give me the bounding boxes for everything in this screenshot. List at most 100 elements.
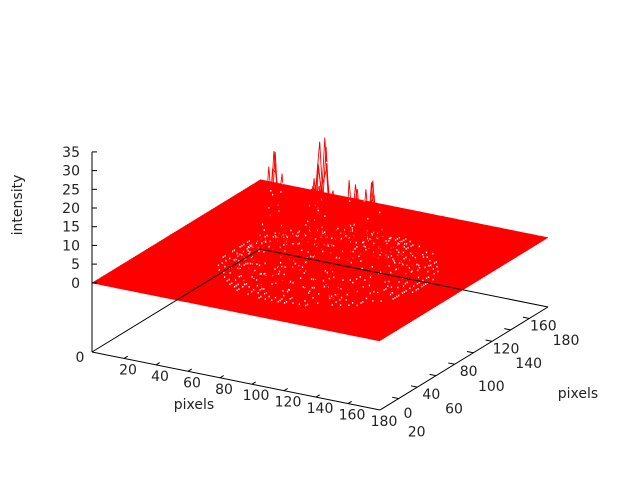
surface-mesh-gap: [286, 236, 288, 239]
surface-mesh-gap: [423, 284, 425, 287]
surface-mesh-gap: [223, 271, 225, 274]
surface-row-line: [144, 235, 433, 310]
y-tick: [485, 339, 493, 342]
surface-mesh-gap: [402, 285, 405, 287]
surface-mesh-gap: [364, 246, 366, 248]
surface-mesh-gap: [292, 266, 294, 269]
surface-mesh-gap: [394, 261, 396, 264]
surface-mesh-gap: [248, 246, 250, 249]
surface-mesh-gap: [307, 251, 309, 253]
surface-mesh-gap: [349, 240, 351, 243]
surface-row-line: [153, 151, 442, 304]
back-left-axis-line: [91, 248, 261, 353]
surface-row-line: [256, 181, 545, 241]
surface-row-line: [248, 186, 537, 246]
surface-mesh-gap: [327, 245, 329, 247]
surface-row-line: [127, 260, 416, 320]
surface-mesh-gap: [245, 262, 247, 265]
surface-mesh-gap: [428, 276, 430, 278]
surface-mesh-gap: [403, 291, 405, 293]
surface-mesh-gap: [307, 220, 309, 223]
surface-mesh-gap: [308, 292, 310, 294]
x-tick-label: 100: [243, 388, 270, 404]
back-axis-line: [259, 248, 549, 308]
surface-row-line: [131, 258, 420, 318]
surface-row-line: [250, 185, 539, 244]
surface-mesh-gap: [288, 289, 290, 291]
surface-mesh-gap: [340, 288, 342, 290]
surface-mesh-gap: [321, 199, 323, 201]
surface-mesh-gap: [314, 238, 317, 240]
surface-row-line: [239, 191, 528, 251]
surface-mesh-gap: [261, 287, 263, 290]
surface-row-line: [161, 162, 450, 299]
x-tick: [315, 394, 320, 398]
surface-mesh-gap: [309, 205, 311, 207]
surface-mesh-gap: [282, 290, 284, 292]
y-tick-label: 180: [553, 333, 580, 349]
surface-mesh-gap: [397, 286, 399, 289]
surface-mesh-gap: [427, 270, 429, 273]
z-axis-label: intensity: [10, 175, 26, 236]
surface-mesh-gap: [237, 283, 239, 286]
surface-mesh-gap: [297, 243, 299, 245]
surface-mesh-gap: [422, 256, 425, 258]
surface-mesh-gap: [368, 284, 370, 287]
surface-mesh-gap: [342, 279, 344, 281]
surface-mesh-gap: [331, 244, 333, 247]
surface-mesh-gap: [424, 266, 426, 269]
surface-mesh-gap: [298, 230, 300, 233]
surface-mesh-gap: [334, 238, 336, 240]
surface-mesh-gap: [338, 257, 341, 259]
surface-mesh-gap: [401, 240, 403, 243]
surface-mesh-gap: [367, 217, 369, 220]
surface-mesh-gap: [296, 235, 298, 237]
surface-mesh-gap: [250, 245, 252, 247]
x-tick-label: 20: [119, 362, 137, 378]
y-tick-label: 120: [493, 341, 520, 357]
surface-mesh-gap: [394, 268, 397, 271]
surface-mesh-gap: [278, 273, 280, 275]
surface-row-line: [241, 190, 530, 250]
surface-mesh-gap: [426, 256, 428, 258]
surface-row-line: [258, 180, 547, 240]
surface-mesh-gap: [256, 242, 258, 245]
surface-mesh-gap: [405, 290, 407, 292]
surface-mesh: [91, 137, 549, 342]
surface-row-line: [133, 257, 422, 317]
surface-mesh-gap: [264, 240, 266, 243]
surface-row-line: [99, 277, 388, 337]
surface-mesh-gap: [279, 299, 281, 302]
surface-mesh-gap: [236, 252, 238, 255]
surface-mesh-gap: [333, 245, 335, 247]
surface-mesh-gap: [226, 279, 228, 282]
surface-mesh-gap: [235, 284, 237, 287]
y-axis-line: [379, 306, 549, 411]
surface-mesh-gap: [436, 265, 438, 268]
surface-mesh-gap: [416, 283, 418, 285]
surface-mesh-gap: [304, 287, 306, 289]
surface-mesh-gap: [285, 301, 288, 303]
surface-mesh-gap: [390, 271, 392, 274]
surface-mesh-gap: [324, 231, 326, 234]
surface-mesh-gap: [238, 288, 240, 290]
surface-mesh-gap: [259, 273, 261, 275]
y-tick-label: 160: [530, 318, 557, 334]
surface-mesh-gap: [396, 238, 398, 240]
surface-mesh-gap: [395, 268, 397, 271]
surface-mesh-gap: [418, 267, 421, 269]
surface-row-line: [129, 259, 418, 319]
surface-mesh-gap: [385, 288, 387, 290]
surface-mesh-gap: [388, 237, 390, 240]
surface-mesh-gap: [417, 276, 420, 279]
surface-mesh-gap: [270, 190, 272, 192]
surface-mesh-gap: [340, 237, 342, 240]
surface-mesh-gap: [279, 246, 281, 248]
surface-mesh-gap: [289, 280, 292, 283]
surface-mesh-gap: [304, 300, 306, 302]
surface-mesh-gap: [402, 251, 404, 254]
surface-mesh-gap: [324, 215, 326, 217]
y-tick: [466, 350, 474, 354]
surface-mesh-gap: [297, 231, 299, 234]
surface-mesh-gap: [404, 243, 406, 245]
